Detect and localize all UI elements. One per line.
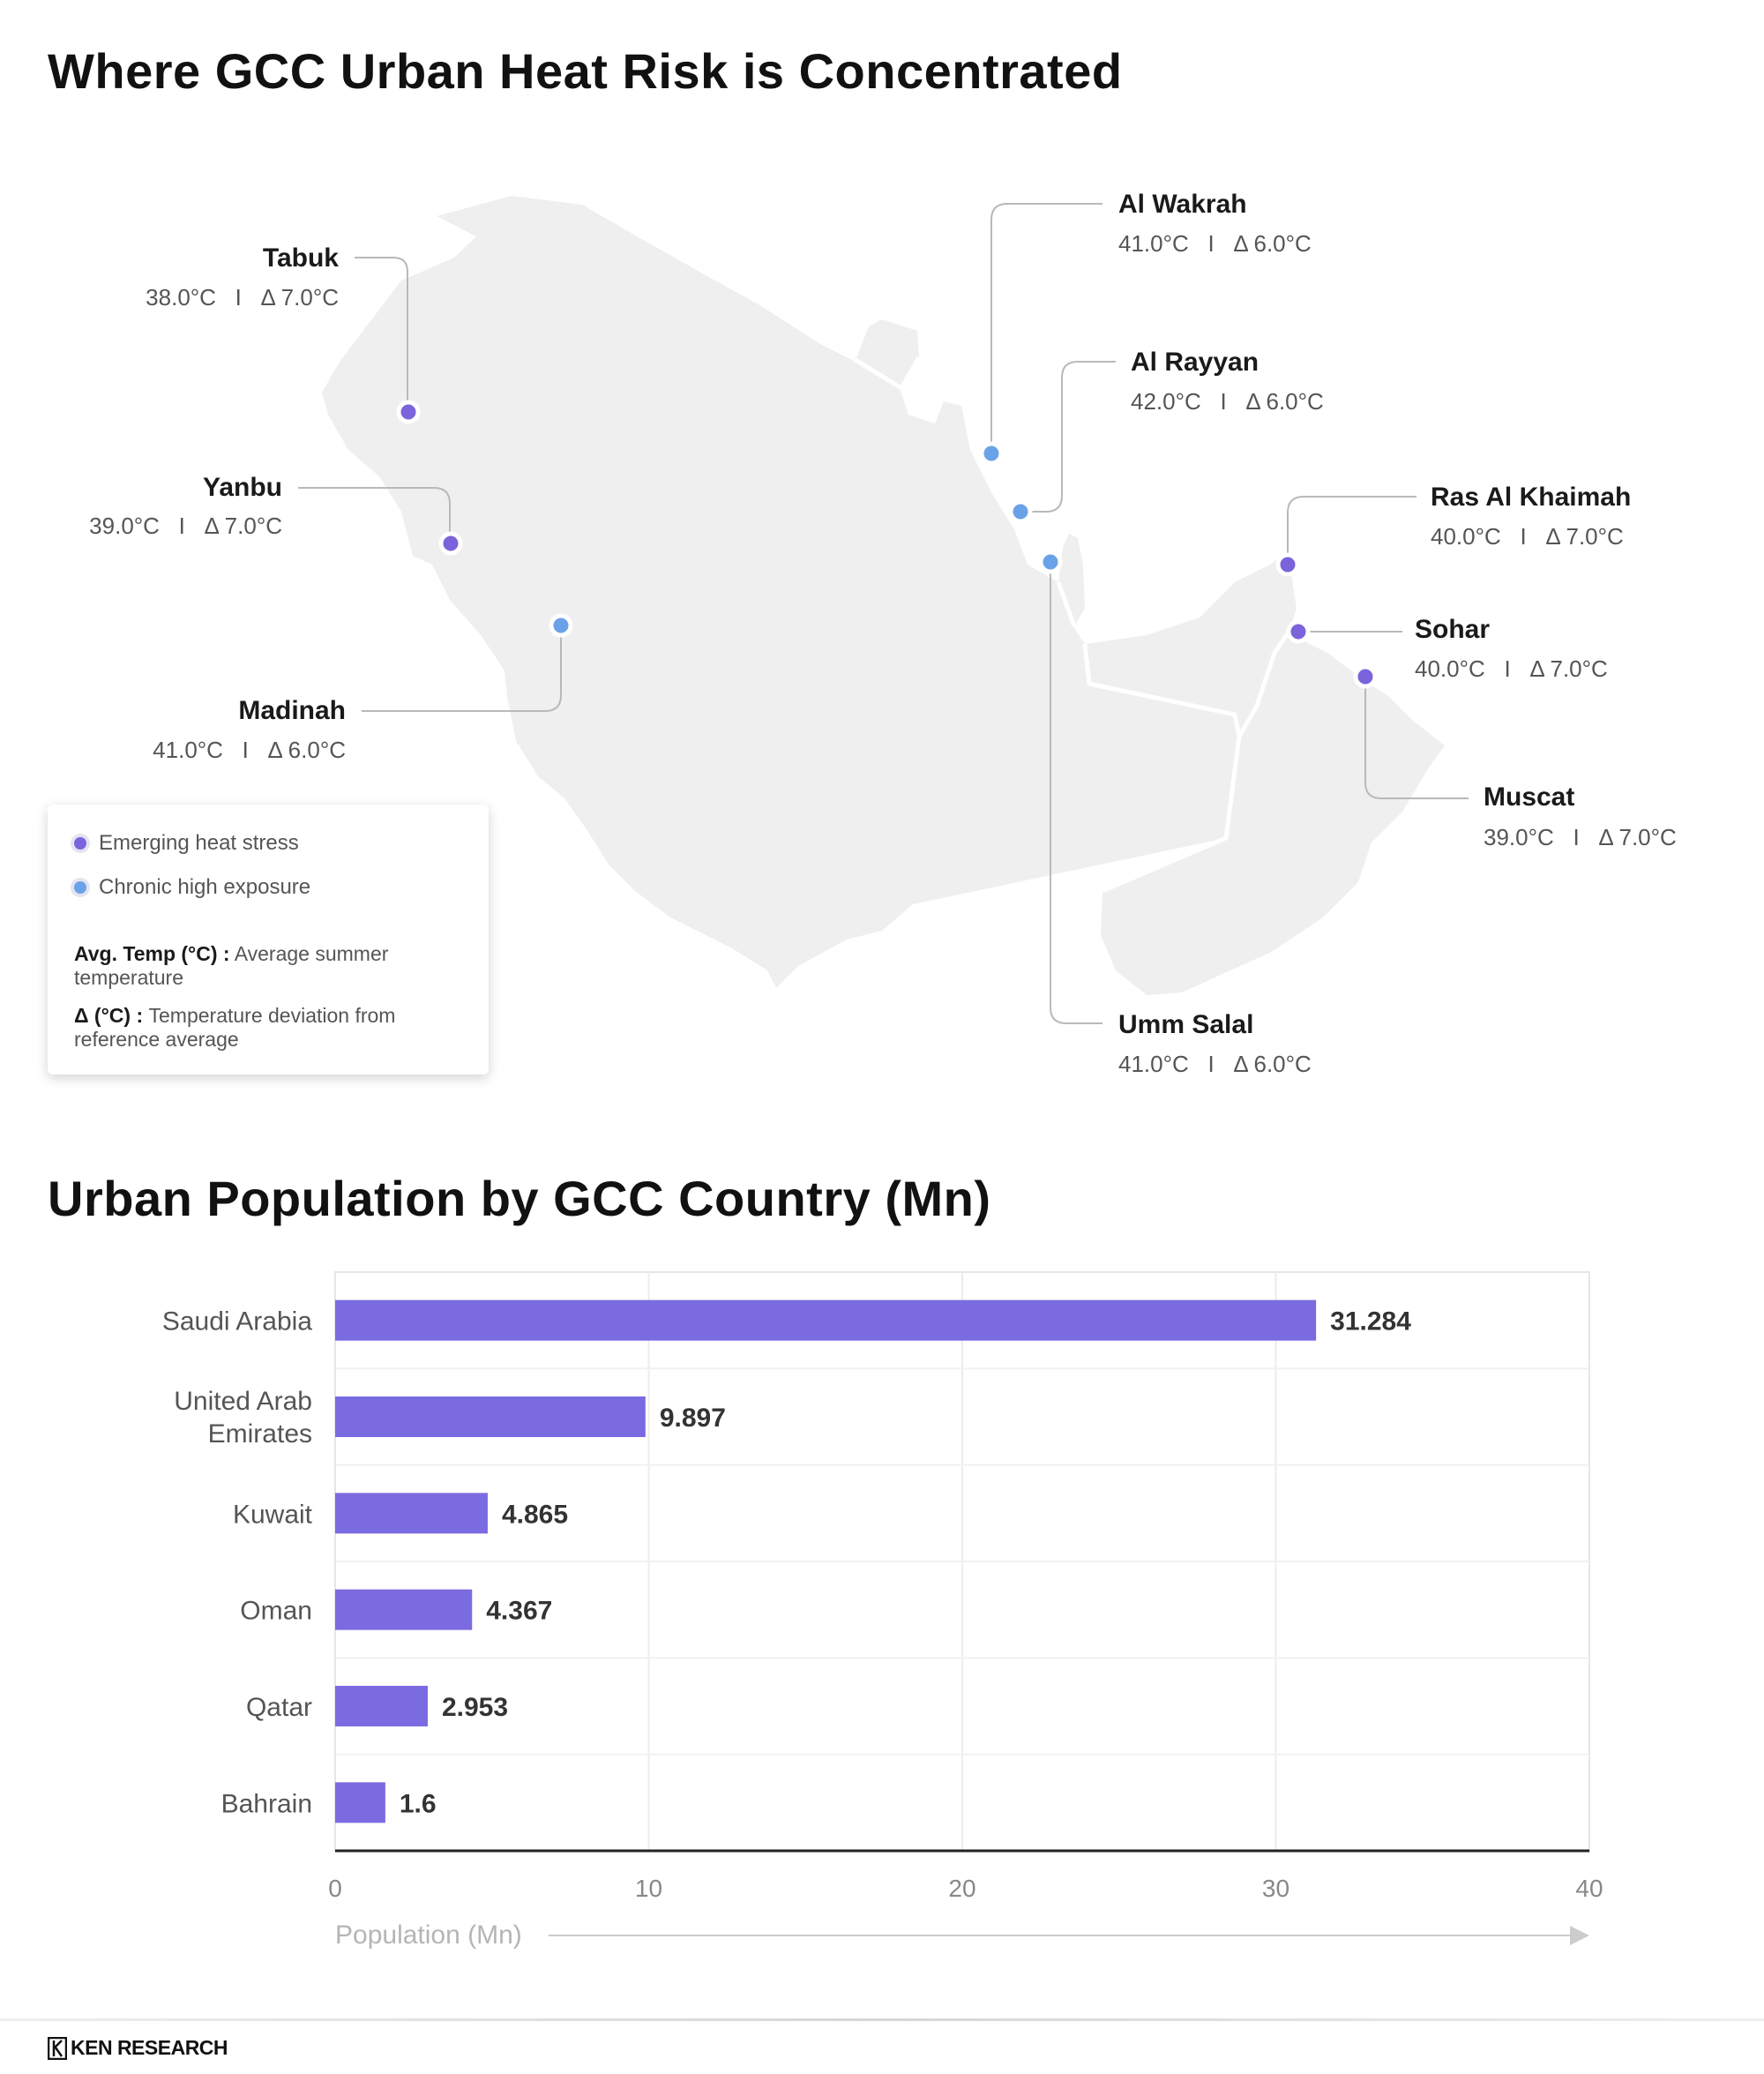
bar[interactable] [335, 1299, 1317, 1341]
leader-al-rayyan [1020, 361, 1116, 513]
x-axis-title: Population (Mn) [335, 1921, 522, 1950]
category-label: Qatar [246, 1693, 312, 1722]
x-axis-arrow-head [1570, 1926, 1589, 1945]
city-name-al-rayyan: Al Rayyan [1131, 348, 1259, 377]
x-tick-labels: 0 10 20 30 40 [328, 1875, 1603, 1902]
border-qatar [1056, 581, 1077, 627]
leader-tabuk [355, 257, 408, 413]
border-oman-uae [1237, 629, 1292, 738]
uae-shape [1085, 551, 1297, 737]
city-labels: Tabuk 38.0°C I Δ 7.0°C Yanbu 39.0°C I Δ … [89, 190, 1677, 1077]
brand-name: KEN RESEARCH [71, 2036, 228, 2059]
bar[interactable] [335, 1589, 473, 1630]
map-legend: Emerging heat stress Chronic high exposu… [48, 805, 489, 1074]
leader-al-wakrah [990, 203, 1102, 453]
city-stats-madinah: 41.0°C I Δ 6.0°C [153, 737, 346, 763]
footer-divider [0, 2018, 1764, 2021]
city-name-yanbu: Yanbu [203, 473, 282, 502]
legend-note-delta: Δ (°C) : Temperature deviation from refe… [74, 1004, 462, 1052]
legend-desc-avg-temp: Average summer temperature [74, 942, 389, 989]
category-label: Kuwait [233, 1500, 313, 1529]
bar[interactable] [335, 1396, 646, 1437]
category-label: Saudi Arabia [162, 1307, 312, 1336]
country-borders [854, 356, 1292, 894]
bar-value-label: 4.367 [486, 1597, 552, 1626]
bar-value-label: 31.284 [1330, 1307, 1411, 1336]
city-name-tabuk: Tabuk [263, 243, 339, 273]
legend-item-emerging: Emerging heat stress [74, 831, 299, 856]
x-tick-label: 40 [1575, 1875, 1603, 1902]
grid-lines [335, 1272, 1589, 1851]
x-tick-label: 30 [1262, 1875, 1289, 1902]
marker-ras-al-khaimah[interactable] [1275, 552, 1300, 577]
leader-lines [298, 203, 1469, 1024]
bar[interactable] [335, 1493, 488, 1534]
gcc-heat-map: Tabuk 38.0°C I Δ 7.0°C Yanbu 39.0°C I Δ … [89, 190, 1677, 1077]
legend-note-avg-temp: Avg. Temp (°C) : Average summer temperat… [74, 942, 462, 990]
marker-al-wakrah[interactable] [979, 441, 1004, 466]
legend-label-chronic: Chronic high exposure [99, 875, 311, 899]
city-stats-ras-al-khaimah: 40.0°C I Δ 7.0°C [1431, 523, 1624, 550]
city-name-al-wakrah: Al Wakrah [1118, 190, 1247, 219]
city-stats-tabuk: 38.0°C I Δ 7.0°C [146, 284, 339, 311]
border-uae-saudi [1082, 643, 1242, 738]
city-stats-al-rayyan: 42.0°C I Δ 6.0°C [1131, 388, 1324, 415]
legend-label-emerging: Emerging heat stress [99, 831, 299, 855]
legend-desc-delta: Temperature deviation from reference ave… [74, 1004, 396, 1051]
border-kuwait [854, 356, 922, 391]
city-stats-umm-salal: 41.0°C I Δ 6.0°C [1118, 1051, 1312, 1077]
city-stats-yanbu: 39.0°C I Δ 7.0°C [89, 513, 282, 539]
city-stats-muscat: 39.0°C I Δ 7.0°C [1484, 824, 1677, 850]
x-tick-label: 0 [328, 1875, 342, 1902]
bar[interactable] [335, 1782, 385, 1823]
marker-yanbu[interactable] [438, 531, 463, 556]
city-name-umm-salal: Umm Salal [1118, 1010, 1253, 1039]
leader-madinah [362, 626, 562, 712]
category-label: Bahrain [221, 1789, 312, 1818]
bar[interactable] [335, 1686, 428, 1726]
oman-shape [1101, 631, 1445, 995]
leader-muscat [1364, 677, 1469, 799]
border-oman-saudi [1102, 736, 1242, 894]
city-name-madinah: Madinah [238, 696, 346, 725]
leader-yanbu [298, 487, 451, 543]
category-label: United Arab Emirates [174, 1387, 312, 1449]
city-name-sohar: Sohar [1415, 615, 1490, 644]
bar-value-label: 4.865 [502, 1500, 568, 1529]
bar-value-label: 9.897 [660, 1404, 726, 1433]
legend-term-delta: Δ (°C) : [74, 1004, 144, 1027]
qatar-shape [1058, 534, 1085, 626]
marker-tabuk[interactable] [396, 400, 421, 424]
legend-dot-emerging [74, 837, 86, 850]
legend-term-avg-temp: Avg. Temp (°C) : [74, 942, 230, 965]
city-name-ras-al-khaimah: Ras Al Khaimah [1431, 483, 1631, 512]
saudi-arabia-shape [322, 196, 1239, 988]
marker-madinah[interactable] [549, 613, 573, 638]
kuwait-shape [856, 319, 919, 388]
marker-muscat[interactable] [1353, 664, 1378, 689]
bar-value-label: 2.953 [442, 1693, 508, 1722]
legend-item-chronic: Chronic high exposure [74, 875, 310, 900]
bar-value-label: 1.6 [400, 1789, 437, 1818]
legend-dot-chronic [74, 881, 86, 894]
city-markers [396, 400, 1378, 689]
brand-mark-icon [48, 2036, 67, 2060]
marker-sohar[interactable] [1286, 619, 1311, 644]
category-label: Oman [240, 1597, 312, 1626]
leader-ras-al-khaimah [1287, 496, 1416, 565]
population-bar-chart: 31.284 Saudi Arabia 9.897 United Arab Emirat… [162, 1271, 1603, 1950]
bars: 31.284 Saudi Arabia 9.897 United Arab Emirat… [162, 1299, 1411, 1823]
city-stats-al-wakrah: 41.0°C I Δ 6.0°C [1118, 230, 1312, 257]
brand-logo: KEN RESEARCH [48, 2036, 228, 2060]
marker-al-rayyan[interactable] [1008, 499, 1033, 524]
leader-umm-salal [1050, 562, 1102, 1024]
x-tick-label: 20 [948, 1875, 975, 1902]
map-land [322, 196, 1445, 995]
city-name-muscat: Muscat [1484, 782, 1574, 812]
chart-title: Urban Population by GCC Country (Mn) [48, 1171, 991, 1226]
city-stats-sohar: 40.0°C I Δ 7.0°C [1415, 655, 1608, 682]
x-tick-label: 10 [635, 1875, 662, 1902]
marker-umm-salal[interactable] [1038, 550, 1063, 574]
map-title: Where GCC Urban Heat Risk is Concentrate… [48, 43, 1123, 99]
